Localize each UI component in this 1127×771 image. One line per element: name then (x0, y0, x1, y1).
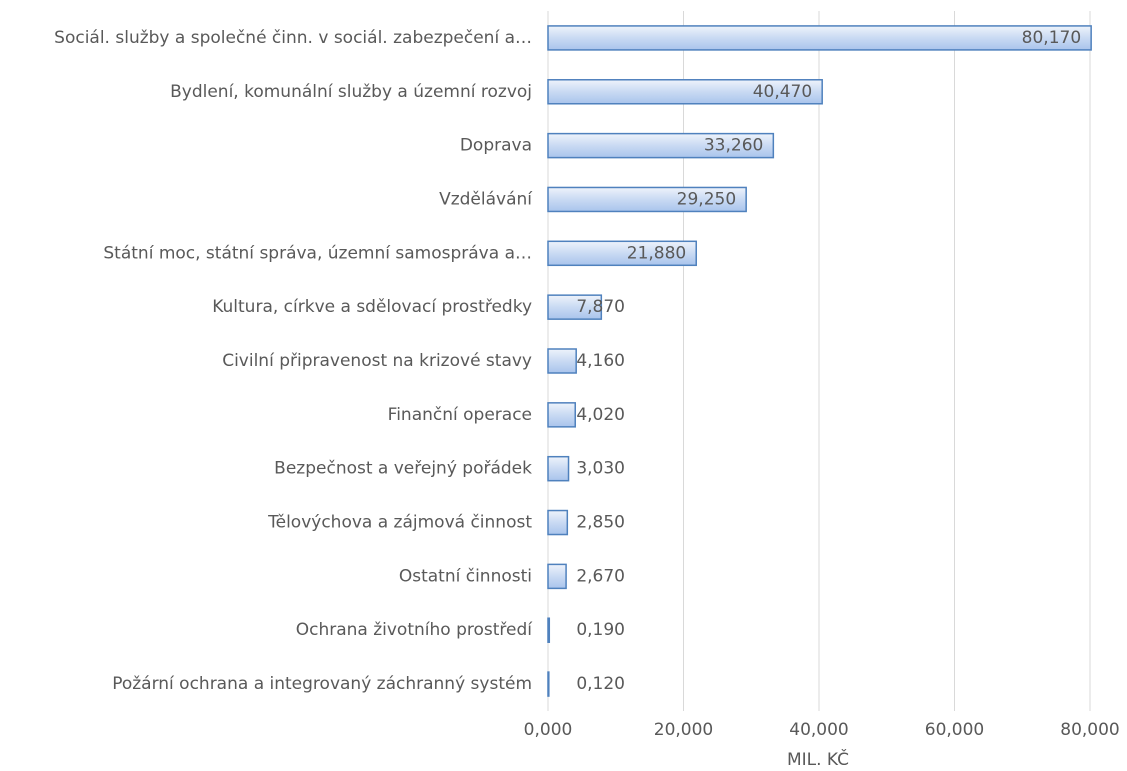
y-tick-label: Tělovýchova a zájmová činnost (267, 513, 532, 533)
x-tick-label: 60,000 (925, 720, 984, 740)
data-label: 0,190 (576, 620, 625, 640)
x-tick-label: 80,000 (1060, 720, 1119, 740)
y-tick-label: Doprava (460, 136, 532, 156)
y-tick-label: Bezpečnost a veřejný pořádek (274, 459, 532, 479)
bar (547, 402, 576, 428)
bar (547, 671, 550, 697)
data-label: 33,260 (704, 136, 763, 156)
data-label: 4,160 (576, 351, 625, 371)
bar (547, 186, 747, 213)
bar (547, 455, 570, 482)
bar (547, 617, 551, 643)
bar (547, 563, 567, 590)
data-label: 29,250 (677, 189, 736, 209)
data-label: 4,020 (576, 405, 625, 425)
data-label: 21,880 (627, 243, 686, 263)
bar (547, 132, 775, 159)
y-tick-label: Bydlení, komunální služby a územní rozvo… (170, 82, 532, 102)
y-tick-label: Kultura, církve a sdělovací prostředky (212, 297, 532, 317)
y-tick-label: Civilní připravenost na krizové stavy (222, 351, 532, 371)
x-tick-label: 0,000 (524, 720, 573, 740)
x-tick-label: 20,000 (654, 720, 713, 740)
bar (547, 294, 603, 320)
bar (547, 348, 577, 374)
y-tick-label: Požární ochrana a integrovaný záchranný … (112, 674, 532, 694)
y-tick-label: Sociál. služby a společné činn. v sociál… (54, 28, 532, 48)
bar (547, 509, 569, 536)
x-tick-label: 40,000 (789, 720, 848, 740)
data-label: 7,870 (576, 297, 625, 317)
y-tick-label: Státní moc, státní správa, územní samosp… (103, 243, 532, 263)
data-label: 2,670 (576, 566, 625, 586)
bar (547, 25, 1092, 51)
bar (547, 240, 697, 267)
data-label: 3,030 (576, 459, 625, 479)
x-axis-title: MIL. KČ (787, 748, 849, 770)
data-label: 2,850 (576, 513, 625, 533)
bar (547, 79, 823, 105)
data-label: 40,470 (753, 82, 812, 102)
data-label: 0,120 (576, 674, 625, 694)
data-label: 80,170 (1022, 28, 1081, 48)
y-tick-label: Ostatní činnosti (399, 566, 532, 586)
y-tick-label: Ochrana životního prostředí (296, 620, 534, 640)
y-tick-label: Finanční operace (388, 405, 532, 425)
y-tick-label: Vzdělávání (439, 189, 533, 209)
